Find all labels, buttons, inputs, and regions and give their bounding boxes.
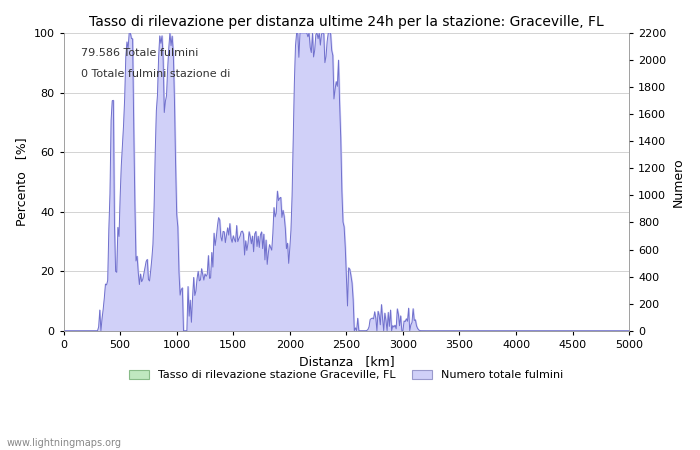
Legend: Tasso di rilevazione stazione Graceville, FL, Numero totale fulmini: Tasso di rilevazione stazione Graceville…	[125, 365, 568, 385]
Text: 79.586 Totale fulmini: 79.586 Totale fulmini	[80, 48, 198, 58]
X-axis label: Distanza   [km]: Distanza [km]	[299, 356, 394, 369]
Y-axis label: Percento   [%]: Percento [%]	[15, 138, 28, 226]
Text: 0 Totale fulmini stazione di: 0 Totale fulmini stazione di	[80, 69, 230, 79]
Title: Tasso di rilevazione per distanza ultime 24h per la stazione: Graceville, FL: Tasso di rilevazione per distanza ultime…	[89, 15, 603, 29]
Text: www.lightningmaps.org: www.lightningmaps.org	[7, 438, 122, 448]
Y-axis label: Numero: Numero	[672, 157, 685, 207]
